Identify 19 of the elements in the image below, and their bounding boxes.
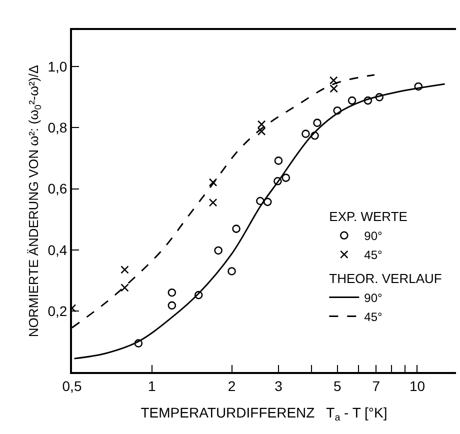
x-tick-label: 10 <box>409 378 426 394</box>
y-tick-label: 1,0 <box>48 58 68 75</box>
x-tick-label: 2 <box>228 378 236 394</box>
x-tick-label: 7 <box>372 378 380 394</box>
annotation: EXP. WERTE <box>329 209 408 224</box>
legend-label: 90° <box>364 290 383 305</box>
x-tick-label: 0,5 <box>62 378 82 394</box>
x-axis-title: TEMPERATURDIFFERENZ T$_{a}$ - T [°K] <box>140 404 388 424</box>
annotation: THEOR. VERLAUF <box>329 270 442 286</box>
x-tick-label: 1 <box>148 378 156 394</box>
y-tick-label: 0,4 <box>48 242 68 258</box>
legend-label: 45° <box>364 248 383 262</box>
legend-label: 90° <box>364 229 383 244</box>
y-tick-label: 0,8 <box>48 120 68 136</box>
x-tick-label: 3 <box>274 378 283 394</box>
x-tick-label: 5 <box>333 378 342 394</box>
legend-label: 45° <box>364 310 383 324</box>
y-tick-label: 0,2 <box>48 302 68 319</box>
y-tick-label: 0,6 <box>48 180 68 197</box>
